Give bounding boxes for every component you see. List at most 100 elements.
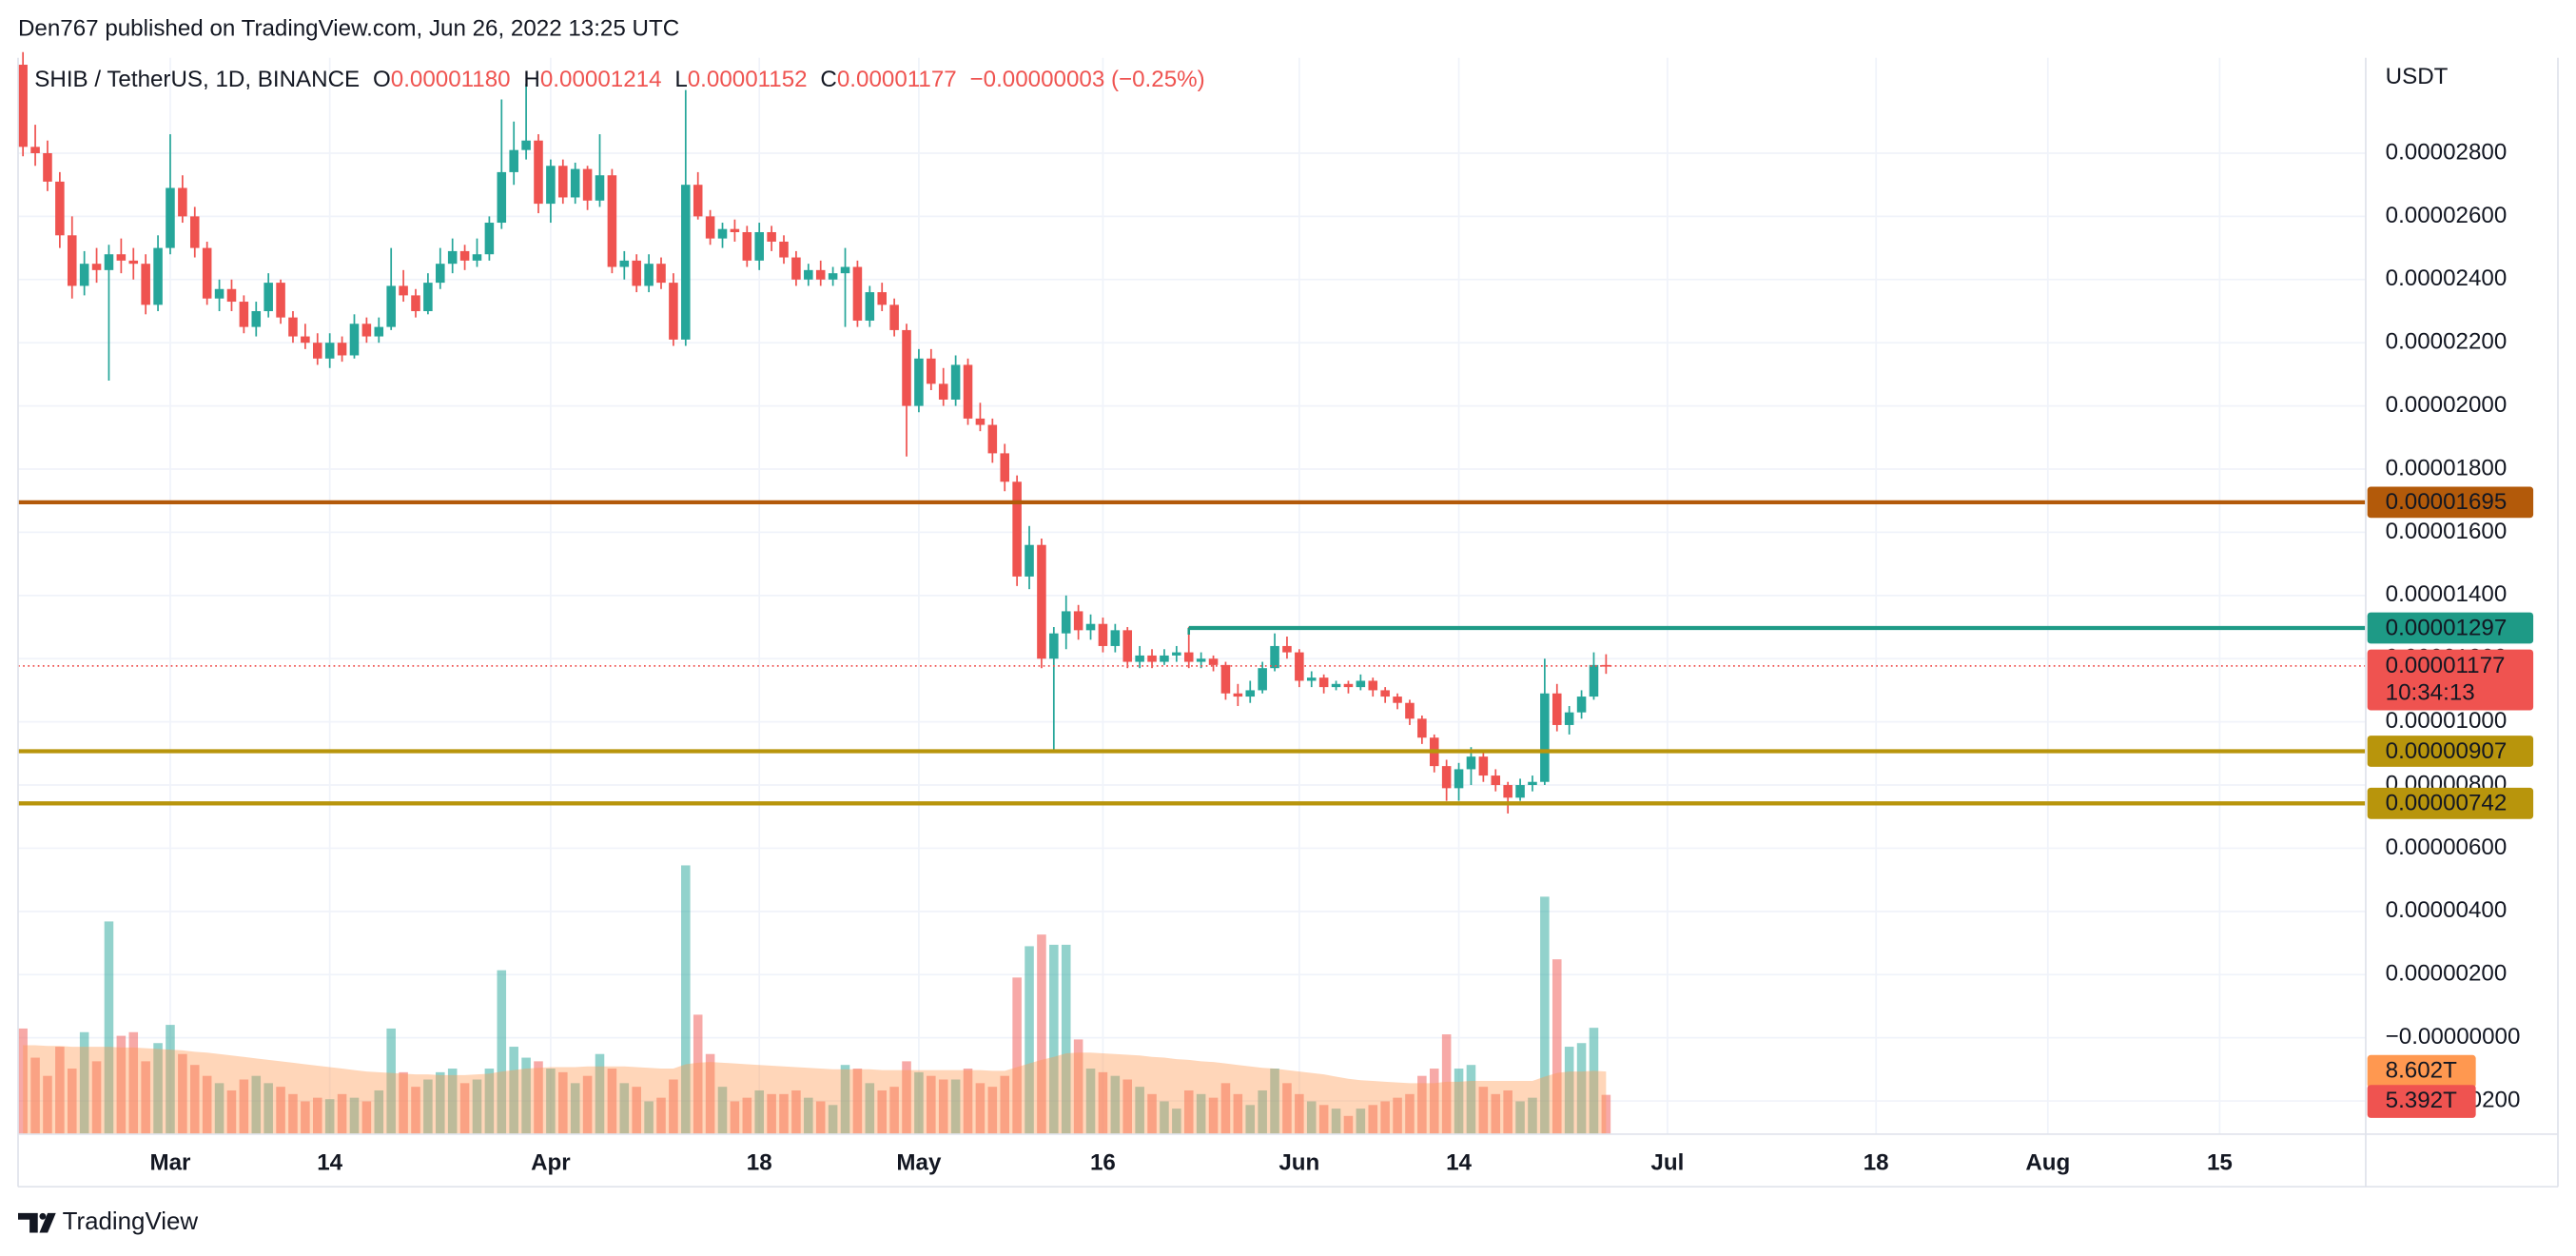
- level-tag: [2367, 612, 2534, 644]
- candle-body: [276, 283, 285, 318]
- candle-body: [534, 140, 543, 205]
- candle-body: [1061, 611, 1071, 634]
- ohlc-key: H: [523, 67, 539, 92]
- ohlc-value: 0.00001180: [391, 67, 511, 92]
- volume-bar: [18, 1028, 28, 1134]
- candle-body: [791, 257, 801, 280]
- volume-bar: [386, 1028, 396, 1134]
- volume-bar: [1122, 1079, 1133, 1134]
- y-tick-label: 0.00001000: [2386, 708, 2508, 734]
- candle-body: [1183, 652, 1194, 662]
- candle-body: [1528, 781, 1537, 786]
- candle-body: [1085, 623, 1096, 631]
- volume-bar: [1270, 1069, 1279, 1134]
- volume-bar: [1551, 959, 1562, 1134]
- candle-body: [1380, 690, 1390, 697]
- candle-body: [1049, 633, 1059, 659]
- volume-bar: [1258, 1089, 1267, 1134]
- volume-bar: [1417, 1075, 1427, 1134]
- volume-bar: [1025, 946, 1034, 1134]
- footer-logo: [17, 1212, 56, 1233]
- level-label: 0.00001695: [2386, 489, 2508, 515]
- volume-bar: [705, 1053, 715, 1134]
- x-tick-label: Apr: [531, 1149, 571, 1175]
- candle-body: [595, 175, 605, 201]
- volume-bar: [1110, 1075, 1121, 1134]
- volume-bar: [484, 1069, 495, 1134]
- volume-bar: [472, 1079, 482, 1134]
- volume-bar: [975, 1083, 986, 1134]
- volume-bar: [349, 1097, 360, 1134]
- volume-bar: [1282, 1083, 1292, 1134]
- candle-body: [681, 185, 691, 340]
- candle-body: [656, 264, 666, 284]
- volume-bar: [436, 1071, 445, 1134]
- candle-body: [1073, 611, 1083, 631]
- candle-body: [607, 175, 617, 267]
- y-tick-label: 0.00001600: [2386, 519, 2508, 544]
- candle-body: [742, 231, 752, 261]
- volume-bar: [656, 1097, 666, 1134]
- y-tick-label: 0.00002000: [2386, 392, 2508, 418]
- volume-bar: [178, 1053, 187, 1134]
- candle-body: [705, 216, 715, 239]
- volume-bar: [276, 1087, 285, 1134]
- y-tick-label: 0.00000600: [2386, 834, 2508, 860]
- candle-body: [1393, 697, 1402, 703]
- candle-body: [1515, 785, 1525, 798]
- volume-bar: [1478, 1087, 1489, 1134]
- candle-body: [950, 364, 961, 400]
- volume-bar: [447, 1069, 458, 1134]
- volume-bar: [324, 1099, 335, 1134]
- candle-body: [1147, 655, 1157, 662]
- volume-bar: [791, 1089, 801, 1134]
- publisher-line: Den767 published on TradingView.com, Jun…: [18, 16, 679, 42]
- volume-bar: [582, 1075, 593, 1134]
- volume-bar: [1393, 1097, 1402, 1134]
- candle-body: [1122, 630, 1133, 662]
- y-tick-label: 0.00001400: [2386, 581, 2508, 607]
- x-tick-label: Jul: [1650, 1149, 1684, 1175]
- y-tick-label: 0.00002600: [2386, 203, 2508, 228]
- candle-body: [1098, 623, 1108, 646]
- volume-bar: [1061, 944, 1071, 1134]
- candle-body: [1564, 712, 1574, 725]
- volume-bar: [459, 1083, 470, 1134]
- candle-body: [902, 329, 911, 406]
- volume-bar: [1564, 1047, 1574, 1134]
- grid: [17, 57, 2366, 1134]
- volume-bar: [1183, 1089, 1194, 1134]
- level-label: 0.00001297: [2386, 615, 2508, 640]
- volume-bar: [681, 865, 691, 1134]
- candle-body: [1491, 775, 1501, 786]
- candle-body: [1160, 655, 1169, 662]
- level-label: 0.00000907: [2386, 738, 2508, 764]
- volume-bar: [337, 1093, 347, 1134]
- candle-body: [484, 223, 495, 255]
- candle-body: [1025, 544, 1034, 577]
- volume-bar: [1405, 1093, 1415, 1134]
- candle-body: [1012, 481, 1022, 577]
- candle-body: [497, 171, 507, 224]
- volume-bar: [570, 1083, 580, 1134]
- volume-bar: [1380, 1101, 1390, 1134]
- volume-bar: [717, 1087, 728, 1134]
- candle-body: [1220, 664, 1231, 694]
- volume-bar: [815, 1101, 826, 1134]
- volume-bar: [938, 1079, 948, 1134]
- volume-bar: [730, 1101, 740, 1134]
- volume-bar: [1454, 1069, 1464, 1134]
- candle-body: [337, 343, 347, 356]
- candle-body: [1466, 756, 1476, 770]
- candle-body: [1331, 683, 1341, 688]
- candle-body: [619, 260, 630, 267]
- candle-body: [558, 166, 568, 198]
- candle-body: [987, 424, 998, 454]
- candle-body: [116, 254, 127, 261]
- candle-body: [1503, 785, 1512, 798]
- level-label: 0.00000742: [2386, 791, 2508, 816]
- candle-body: [877, 292, 887, 305]
- candle-body: [1282, 645, 1292, 653]
